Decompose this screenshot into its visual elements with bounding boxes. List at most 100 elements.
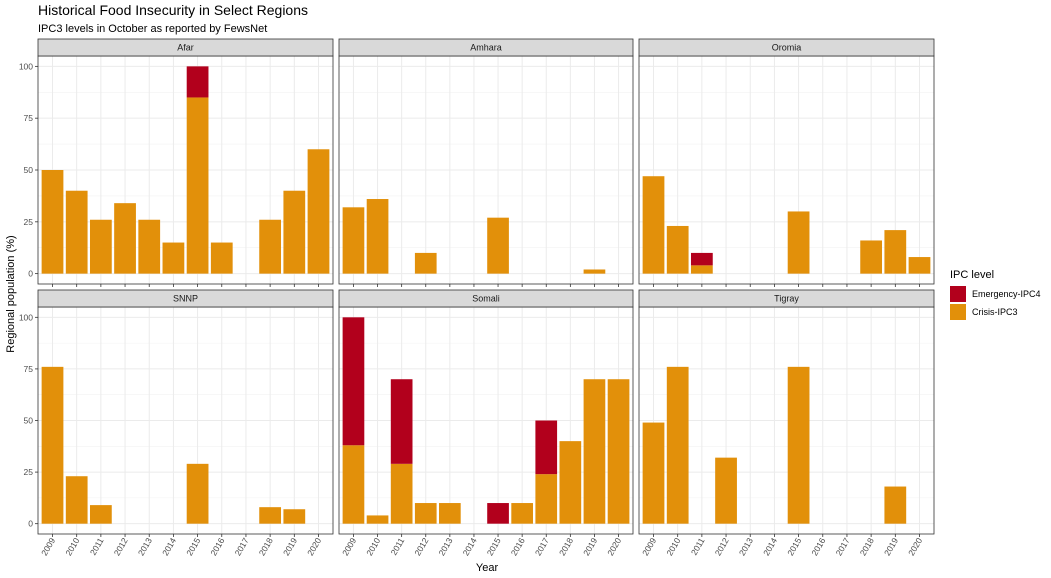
legend: IPC level Emergency-IPC4 Crisis-IPC3 bbox=[950, 269, 1041, 320]
bar-crisis-2019 bbox=[283, 509, 306, 524]
y-tick-label: 75 bbox=[24, 364, 34, 374]
x-tick-label: 2015 bbox=[485, 536, 503, 558]
bar-crisis-2018 bbox=[259, 219, 282, 274]
panel-tigray: Tigray 2009 2010 2011 2012 2013 2014 2015 2016 20… bbox=[638, 289, 935, 558]
bar-crisis-2015 bbox=[186, 463, 209, 524]
bar-crisis-2009 bbox=[642, 176, 665, 274]
strip-label: Amhara bbox=[470, 43, 502, 53]
x-tick-label: 2020 bbox=[605, 536, 623, 558]
chart-title: Historical Food Insecurity in Select Reg… bbox=[38, 2, 308, 18]
bar-crisis-2020 bbox=[908, 257, 931, 274]
bar-emergency-2011 bbox=[690, 252, 713, 266]
legend-title: IPC level bbox=[950, 269, 994, 281]
x-tick-label: 2009 bbox=[640, 536, 658, 558]
y-tick-label: 100 bbox=[19, 312, 33, 322]
y-tick-label: 100 bbox=[19, 61, 33, 71]
x-tick-label: 2013 bbox=[436, 536, 454, 558]
bar-crisis-2018 bbox=[259, 507, 282, 524]
bar-crisis-2016 bbox=[511, 503, 533, 524]
x-tick-label: 2020 bbox=[305, 536, 323, 558]
bar-crisis-2017 bbox=[535, 474, 558, 524]
panels: Afar 0 25 50 75 100 Amhara Oromia SNNP 0 25 50 75 100… bbox=[19, 38, 935, 558]
bar-crisis-2009 bbox=[342, 207, 365, 274]
x-tick-label: 2017 bbox=[533, 536, 551, 558]
y-tick-label: 25 bbox=[24, 217, 34, 227]
y-axis-title: Regional population (%) bbox=[5, 235, 17, 352]
bar-crisis-2010 bbox=[666, 366, 689, 524]
panel-oromia: Oromia bbox=[638, 38, 935, 287]
bar-emergency-2015 bbox=[487, 503, 509, 524]
bar-emergency-2011 bbox=[390, 379, 413, 464]
x-tick-label: 2018 bbox=[257, 536, 275, 558]
y-tick-label: 0 bbox=[28, 519, 33, 529]
x-tick-label: 2010 bbox=[664, 536, 682, 558]
x-tick-label: 2014 bbox=[761, 536, 779, 558]
bar-crisis-2019 bbox=[583, 269, 606, 274]
y-tick-label: 0 bbox=[28, 269, 33, 279]
panel-snnp: SNNP 0 25 50 75 100 2009 2010 2011 2012 2013 2014 20… bbox=[19, 289, 334, 558]
panel-afar: Afar 0 25 50 75 100 bbox=[19, 38, 334, 287]
x-tick-label: 2018 bbox=[858, 536, 876, 558]
x-tick-label: 2011 bbox=[88, 536, 106, 557]
bar-crisis-2018 bbox=[860, 240, 883, 274]
legend-label: Crisis-IPC3 bbox=[972, 307, 1018, 317]
strip-background bbox=[338, 38, 634, 57]
panel-amhara: Amhara bbox=[338, 38, 634, 287]
bar-crisis-2012 bbox=[414, 252, 437, 274]
bar-crisis-2009 bbox=[642, 422, 665, 524]
x-tick-label: 2016 bbox=[809, 536, 827, 558]
x-tick-label: 2017 bbox=[834, 536, 852, 558]
bar-crisis-2010 bbox=[366, 199, 389, 274]
strip-label: SNNP bbox=[173, 294, 198, 304]
bar-emergency-2009 bbox=[342, 317, 365, 446]
x-tick-label: 2015 bbox=[785, 536, 803, 558]
bar-emergency-2017 bbox=[535, 420, 558, 475]
bar-crisis-2019 bbox=[884, 230, 907, 274]
bar-crisis-2019 bbox=[884, 486, 907, 524]
x-tick-label: 2011 bbox=[689, 536, 707, 557]
bar-crisis-2012 bbox=[715, 457, 737, 524]
x-tick-label: 2019 bbox=[882, 536, 900, 558]
x-tick-label: 2010 bbox=[364, 536, 382, 558]
x-tick-label: 2012 bbox=[713, 536, 731, 558]
x-tick-label: 2009 bbox=[340, 536, 358, 558]
strip-background bbox=[37, 289, 334, 308]
y-tick-label: 25 bbox=[24, 467, 34, 477]
bar-crisis-2019 bbox=[283, 190, 306, 274]
x-tick-label: 2010 bbox=[63, 536, 81, 558]
x-tick-label: 2019 bbox=[281, 536, 299, 558]
chart-subtitle: IPC3 levels in October as reported by Fe… bbox=[38, 23, 267, 35]
bar-crisis-2015 bbox=[487, 217, 509, 274]
y-tick-label: 50 bbox=[24, 165, 34, 175]
x-tick-label: 2014 bbox=[160, 536, 178, 558]
bar-crisis-2020 bbox=[607, 379, 630, 524]
bar-crisis-2010 bbox=[666, 225, 689, 274]
bar-crisis-2009 bbox=[342, 445, 365, 524]
strip-label: Tigray bbox=[774, 294, 799, 304]
bar-crisis-2015 bbox=[787, 366, 810, 524]
bar-crisis-2012 bbox=[114, 203, 136, 274]
bar-crisis-2010 bbox=[366, 515, 389, 524]
bar-crisis-2009 bbox=[41, 366, 64, 524]
y-tick-label: 50 bbox=[24, 416, 34, 426]
strip-background bbox=[37, 38, 334, 57]
bar-crisis-2019 bbox=[583, 379, 606, 524]
strip-background bbox=[638, 38, 935, 57]
bar-crisis-2015 bbox=[787, 211, 810, 274]
x-tick-label: 2014 bbox=[461, 536, 479, 558]
bar-crisis-2011 bbox=[390, 463, 413, 524]
x-tick-label: 2020 bbox=[906, 536, 924, 558]
legend-label: Emergency-IPC4 bbox=[972, 289, 1041, 299]
x-tick-label: 2017 bbox=[233, 536, 251, 558]
y-tick-label: 75 bbox=[24, 113, 34, 123]
bar-crisis-2011 bbox=[690, 265, 713, 274]
legend-swatch-emergency bbox=[950, 286, 966, 302]
strip-label: Afar bbox=[177, 43, 194, 53]
x-axis-title: Year bbox=[476, 562, 499, 574]
bar-crisis-2015 bbox=[186, 97, 209, 274]
bar-crisis-2011 bbox=[89, 219, 112, 274]
bar-crisis-2013 bbox=[138, 219, 161, 274]
x-tick-label: 2013 bbox=[136, 536, 154, 558]
bar-crisis-2010 bbox=[65, 476, 88, 524]
panel-somali: Somali 2009 2010 2011 2012 2013 2014 2015 2016 20… bbox=[338, 289, 634, 558]
